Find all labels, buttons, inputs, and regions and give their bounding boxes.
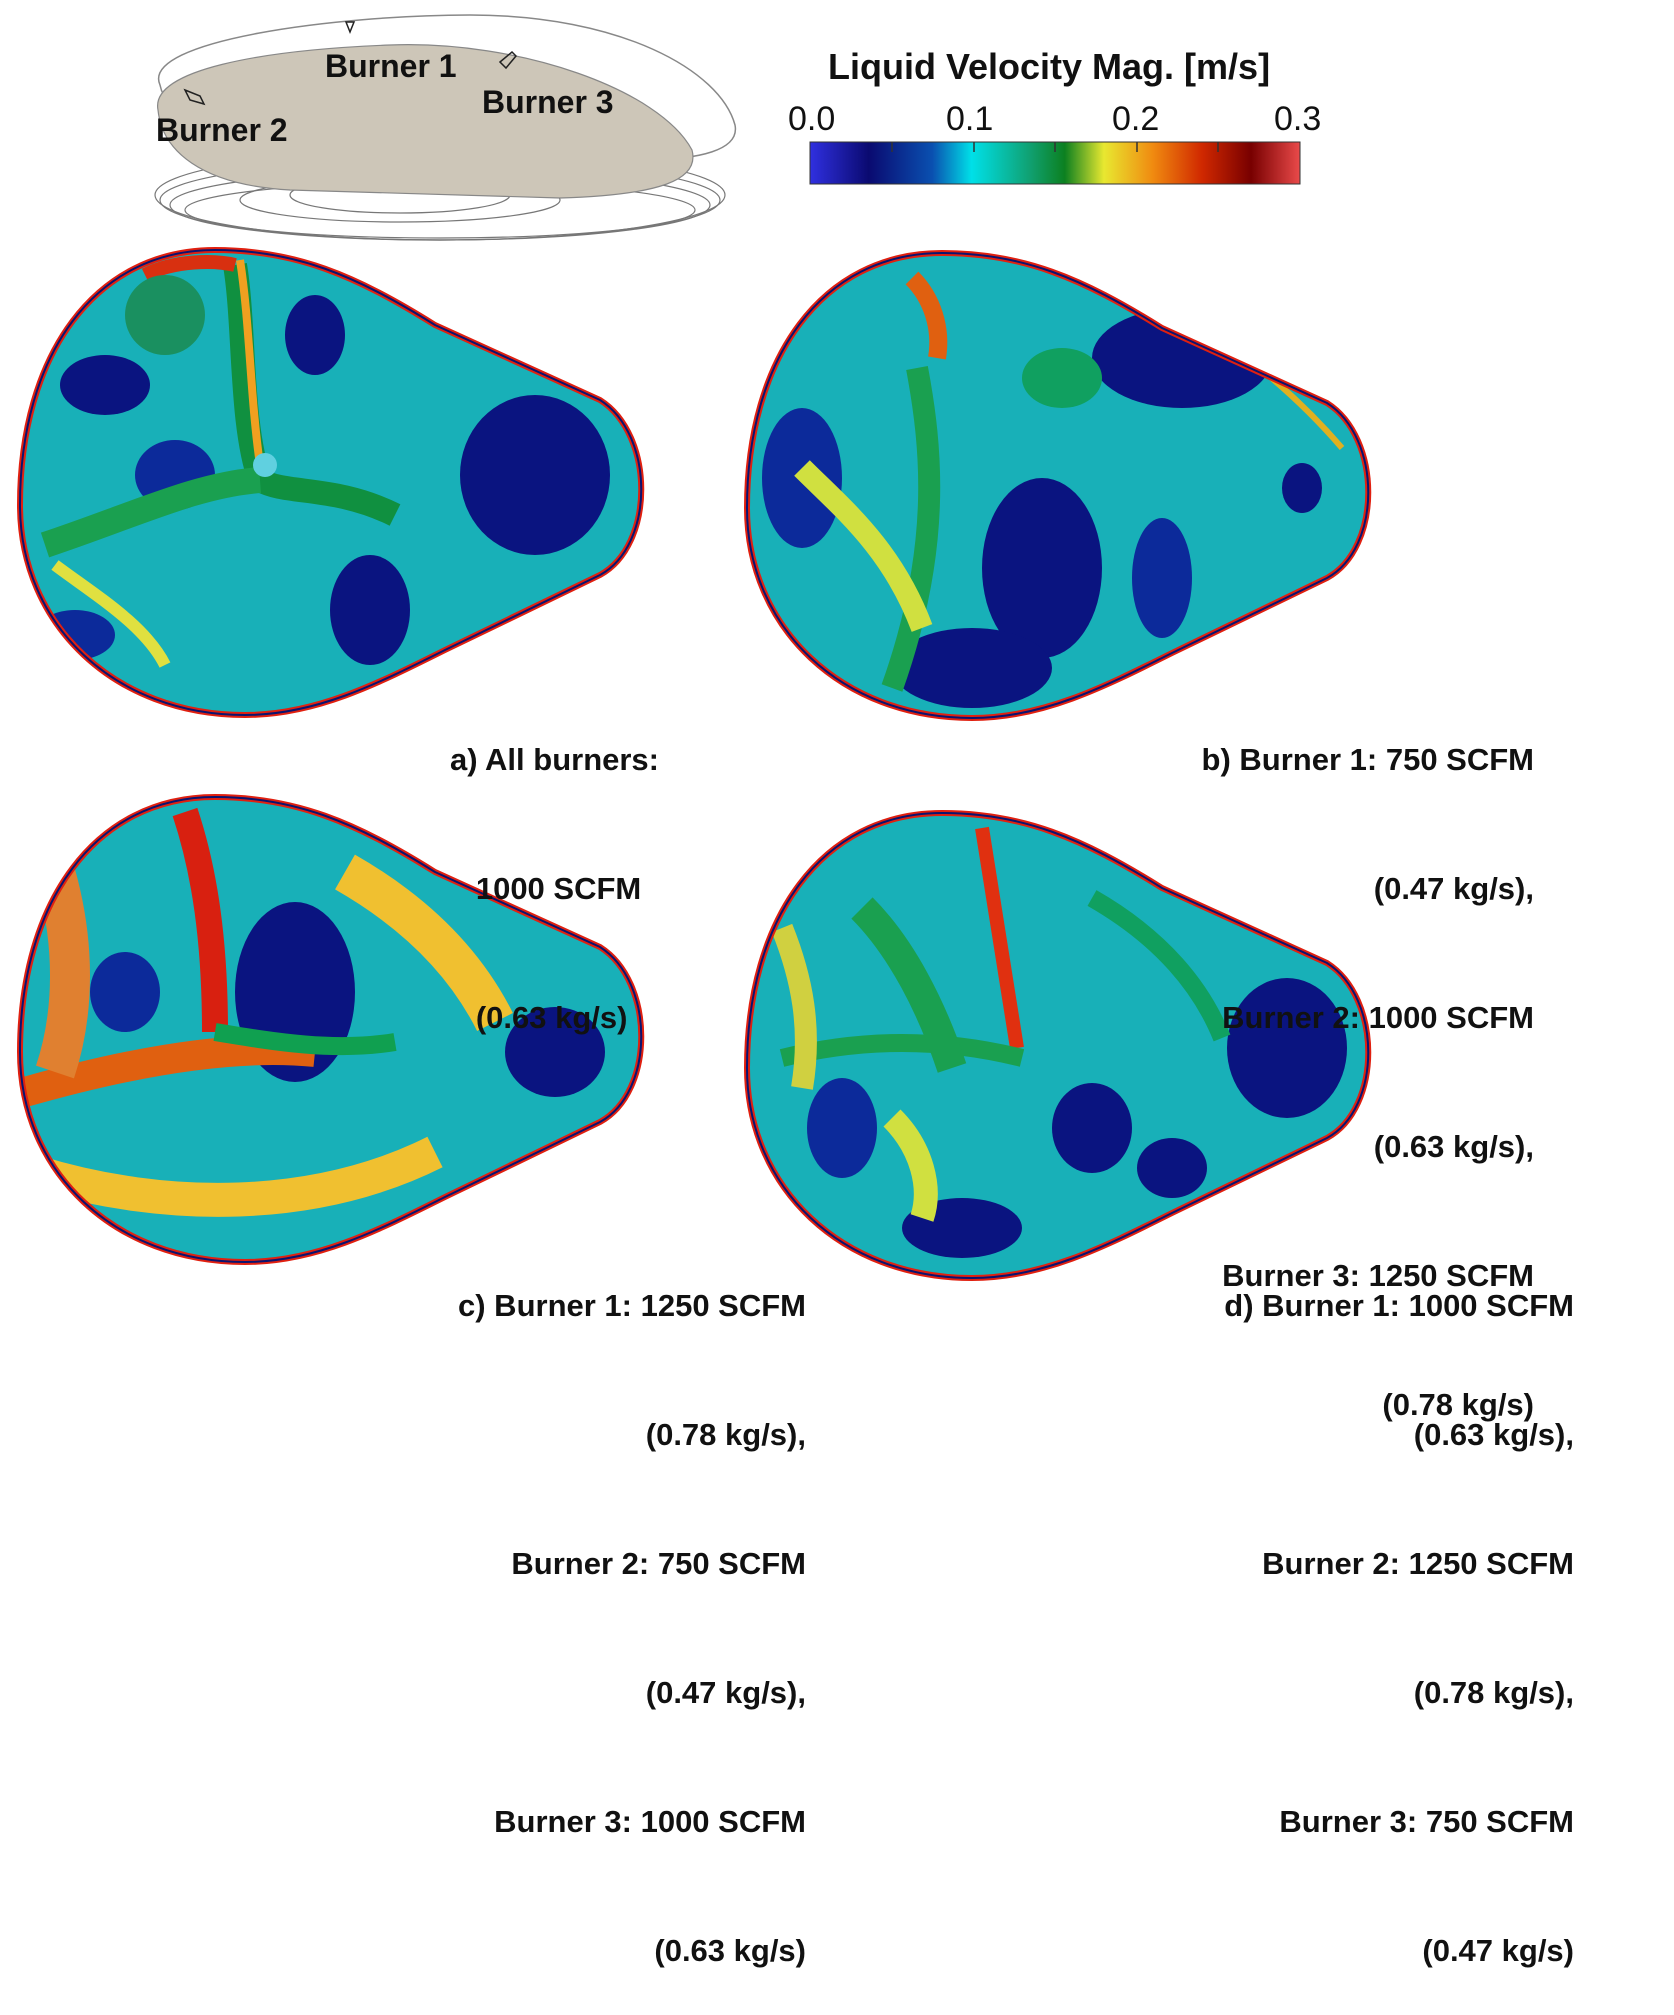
colorbar-tick-3: 0.3 [1274, 100, 1322, 138]
burner-2-marker [183, 88, 206, 106]
contour-panel-a [16, 246, 645, 719]
caption-b-line: (0.63 kg/s), [1373, 1129, 1534, 1164]
caption-d: d) Burner 1: 1000 SCFM (0.63 kg/s), Burn… [1224, 1198, 1574, 2015]
caption-c-line: Burner 3: 1000 SCFM [494, 1804, 806, 1839]
colorbar-tick-0: 0.0 [788, 100, 836, 138]
caption-c: c) Burner 1: 1250 SCFM (0.78 kg/s), Burn… [458, 1198, 806, 2015]
colorbar [809, 141, 1301, 185]
caption-b-line: Burner 2: 1000 SCFM [1222, 1000, 1534, 1035]
caption-d-line: Burner 3: 750 SCFM [1279, 1804, 1574, 1839]
caption-d-line: d) Burner 1: 1000 SCFM [1224, 1288, 1574, 1323]
caption-d-line: (0.63 kg/s), [1413, 1417, 1574, 1452]
caption-c-line: (0.78 kg/s), [645, 1417, 806, 1452]
caption-c-line: (0.63 kg/s) [654, 1933, 806, 1968]
colorbar-title: Liquid Velocity Mag. [m/s] [828, 46, 1271, 87]
contour-panel-b [743, 249, 1372, 722]
caption-a-line: a) All burners: [450, 742, 659, 777]
burner-3-label: Burner 3 [482, 84, 614, 120]
caption-b-line: (0.47 kg/s), [1373, 871, 1534, 906]
colorbar-tick-1: 0.1 [946, 100, 994, 138]
caption-b-line: (0.78 kg/s) [1382, 1387, 1534, 1422]
caption-c-line: c) Burner 1: 1250 SCFM [458, 1288, 806, 1323]
contour-panel-c [16, 793, 645, 1266]
furnace-schematic [154, 14, 737, 241]
caption-a-line: 1000 SCFM [450, 871, 642, 906]
caption-c-line: (0.47 kg/s), [645, 1675, 806, 1710]
melt-surface [157, 44, 694, 199]
caption-a-line: (0.63 kg/s) [450, 1000, 628, 1035]
caption-b-line: Burner 3: 1250 SCFM [1222, 1258, 1534, 1293]
caption-d-line: (0.47 kg/s) [1422, 1933, 1574, 1968]
burner-1-marker [344, 21, 356, 35]
caption-b-line: b) Burner 1: 750 SCFM [1201, 742, 1534, 777]
contour-panel-d [743, 809, 1372, 1282]
burner-1-label: Burner 1 [325, 48, 457, 84]
caption-d-line: (0.78 kg/s), [1413, 1675, 1574, 1710]
caption-a: a) All burners: 1000 SCFM (0.63 kg/s) [450, 652, 659, 1082]
burner-3-marker [498, 50, 518, 70]
colorbar-tick-2: 0.2 [1112, 100, 1160, 138]
caption-d-line: Burner 2: 1250 SCFM [1262, 1546, 1574, 1581]
caption-c-line: Burner 2: 750 SCFM [511, 1546, 806, 1581]
caption-b: b) Burner 1: 750 SCFM (0.47 kg/s), Burne… [1202, 652, 1534, 1469]
burner-2-label: Burner 2 [156, 112, 288, 148]
